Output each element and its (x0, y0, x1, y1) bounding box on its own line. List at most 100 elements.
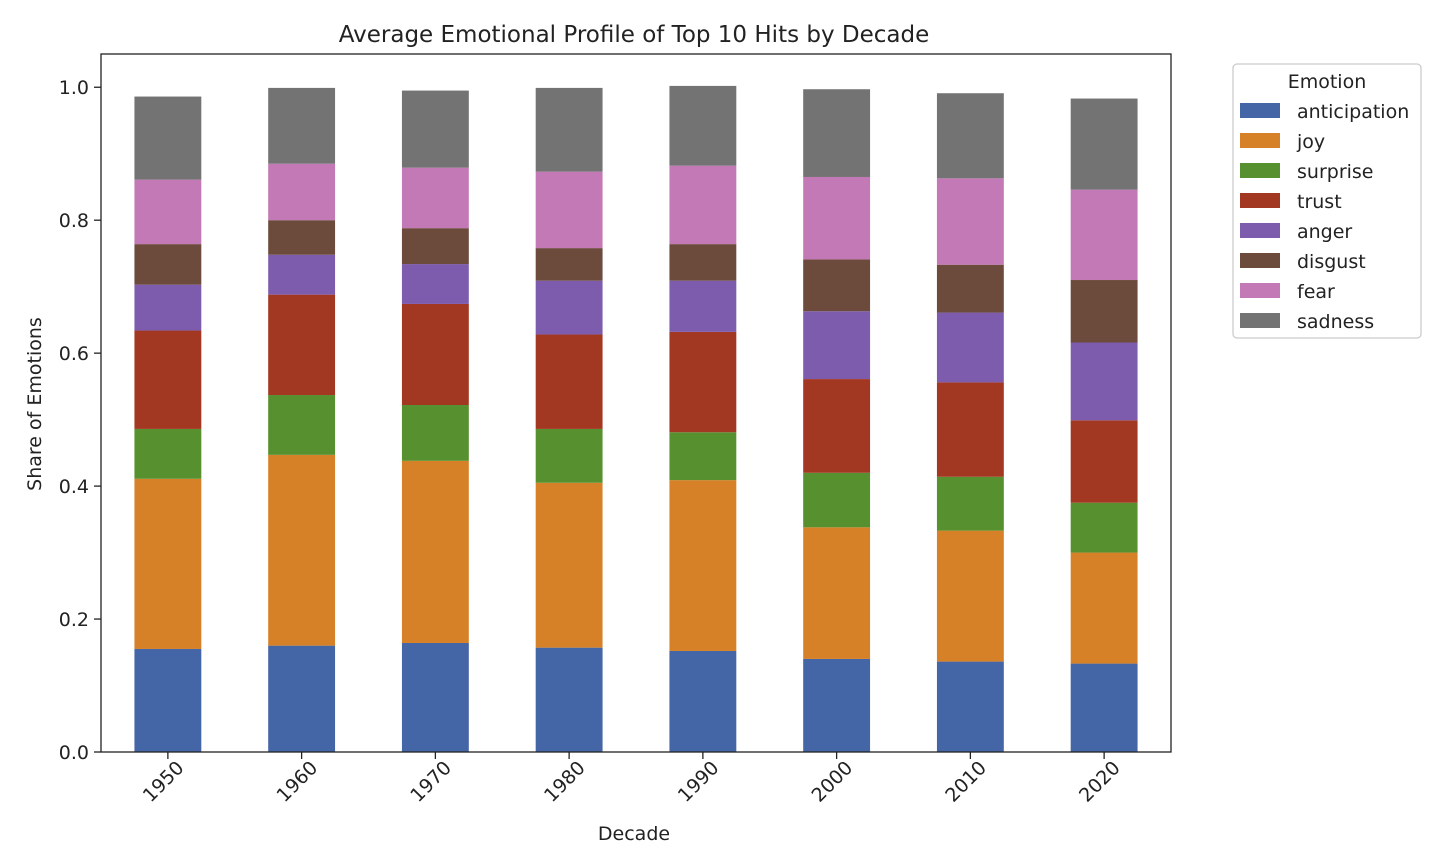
bar-segment-anger-1950 (134, 284, 202, 331)
bar-segment-anger-2000 (803, 311, 871, 380)
bar-segment-joy-1980 (535, 482, 603, 648)
bar-segment-joy-1960 (268, 454, 336, 646)
bar-segment-fear-2010 (936, 178, 1004, 265)
y-axis-label: Share of Emotions (24, 317, 46, 491)
bar-segment-anticipation-2000 (803, 658, 871, 752)
legend-label-disgust: disgust (1297, 251, 1366, 273)
x-tick-label: 2020 (1075, 757, 1125, 807)
legend-label-anger: anger (1297, 221, 1352, 243)
bar-segment-surprise-1960 (268, 395, 336, 455)
bar-segment-surprise-1950 (134, 428, 202, 479)
bar-segment-disgust-1950 (134, 244, 202, 285)
bar-segment-sadness-1980 (535, 87, 603, 172)
bar-segment-trust-2010 (936, 382, 1004, 477)
bar-segment-disgust-1980 (535, 248, 603, 281)
x-tick-label: 2010 (941, 757, 991, 807)
x-tick-label: 2000 (808, 757, 858, 807)
bar-segment-anticipation-2020 (1070, 663, 1138, 752)
bar-segment-trust-1980 (535, 334, 603, 429)
bar-segment-sadness-1960 (268, 87, 336, 164)
bar-segment-anger-2020 (1070, 342, 1138, 421)
bar-segment-anticipation-2010 (936, 661, 1004, 752)
bar-segment-anger-1980 (535, 280, 603, 335)
bar-segment-joy-1970 (401, 460, 469, 643)
bar-segment-trust-2000 (803, 379, 871, 473)
chart-title: Average Emotional Profile of Top 10 Hits… (339, 22, 930, 48)
bar-segment-trust-1970 (401, 303, 469, 405)
bar-segment-fear-2000 (803, 176, 871, 260)
y-axis: 0.0 0.2 0.4 0.6 0.8 1.0 (59, 77, 101, 764)
bar-segment-fear-2020 (1070, 189, 1138, 281)
legend-label-joy: joy (1296, 131, 1325, 153)
bar-segment-trust-2020 (1070, 420, 1138, 503)
bar-segment-fear-1980 (535, 171, 603, 249)
bar-segment-joy-1950 (134, 478, 202, 649)
y-tick-label: 0.4 (59, 476, 89, 498)
bar-segment-disgust-1960 (268, 220, 336, 255)
legend-swatch-anticipation (1240, 103, 1280, 118)
y-tick-label: 0.8 (59, 210, 89, 232)
legend-label-fear: fear (1297, 281, 1335, 303)
x-tick-label: 1990 (674, 757, 724, 807)
x-tick-label: 1980 (540, 757, 590, 807)
bar-segment-trust-1960 (268, 294, 336, 396)
legend-title: Emotion (1288, 71, 1367, 93)
bar-segment-anticipation-1990 (669, 650, 737, 752)
bar-segment-fear-1970 (401, 167, 469, 229)
bar-segment-surprise-2010 (936, 476, 1004, 531)
bar-segment-sadness-1970 (401, 90, 469, 168)
bar-segment-disgust-1990 (669, 244, 737, 281)
legend-swatch-sadness (1240, 313, 1280, 328)
legend-label-trust: trust (1297, 191, 1342, 213)
y-tick-label: 1.0 (59, 77, 89, 99)
bar-segment-disgust-2010 (936, 264, 1004, 313)
bar-segment-anticipation-1970 (401, 642, 469, 752)
bar-segment-sadness-2010 (936, 93, 1004, 179)
bar-segment-joy-2000 (803, 527, 871, 659)
bar-segment-anger-1970 (401, 264, 469, 304)
bar-segment-sadness-1990 (669, 85, 737, 166)
legend-swatch-disgust (1240, 253, 1280, 268)
bar-segment-anger-1990 (669, 280, 737, 332)
x-axis: 1950 1960 1970 1980 1990 2000 2010 2020 (139, 752, 1125, 807)
x-tick-label: 1960 (273, 757, 323, 807)
y-tick-label: 0.6 (59, 343, 89, 365)
bar-segment-fear-1950 (134, 179, 202, 245)
legend-swatch-trust (1240, 193, 1280, 208)
legend-swatch-fear (1240, 283, 1280, 298)
bar-segment-fear-1990 (669, 165, 737, 245)
legend-label-surprise: surprise (1297, 161, 1374, 183)
bar-segment-disgust-2020 (1070, 280, 1138, 343)
legend-swatch-anger (1240, 223, 1280, 238)
y-tick-label: 0.0 (59, 742, 89, 764)
bars-layer (134, 85, 1138, 752)
x-axis-label: Decade (598, 823, 670, 845)
bar-segment-trust-1990 (669, 331, 737, 433)
bar-segment-surprise-1970 (401, 404, 469, 461)
legend-swatch-joy (1240, 133, 1280, 148)
bar-segment-anticipation-1980 (535, 647, 603, 752)
legend-label-sadness: sadness (1297, 311, 1374, 333)
plot-frame (100, 53, 1172, 753)
bar-segment-disgust-2000 (803, 259, 871, 312)
bar-segment-anticipation-1950 (134, 648, 202, 752)
x-tick-label: 1970 (406, 757, 456, 807)
bar-segment-fear-1960 (268, 163, 336, 221)
bar-segment-joy-2010 (936, 530, 1004, 662)
bar-segment-surprise-2000 (803, 472, 871, 528)
bar-segment-sadness-2000 (803, 89, 871, 177)
bar-segment-disgust-1970 (401, 228, 469, 265)
y-tick-label: 0.2 (59, 609, 89, 631)
bar-segment-surprise-1980 (535, 428, 603, 483)
legend-label-anticipation: anticipation (1297, 101, 1409, 123)
bar-segment-joy-2020 (1070, 552, 1138, 664)
bar-segment-surprise-1990 (669, 432, 737, 481)
bar-segment-surprise-2020 (1070, 502, 1138, 553)
bar-segment-sadness-1950 (134, 96, 202, 180)
bar-segment-sadness-2020 (1070, 98, 1138, 190)
legend-swatch-surprise (1240, 163, 1280, 178)
bar-segment-anticipation-1960 (268, 645, 336, 752)
bar-segment-trust-1950 (134, 330, 202, 429)
bar-segment-joy-1990 (669, 480, 737, 651)
